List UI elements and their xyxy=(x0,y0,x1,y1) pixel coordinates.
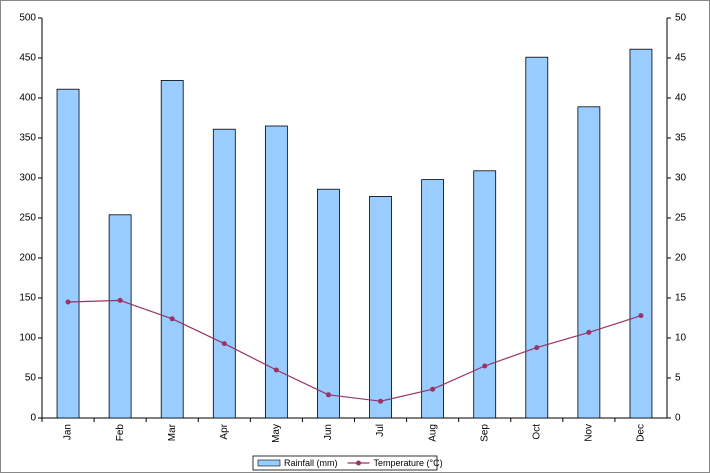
line-marker xyxy=(638,313,644,319)
line-marker xyxy=(586,329,592,335)
y2-tick-label: 15 xyxy=(675,293,687,304)
y-tick-label: 450 xyxy=(19,53,36,64)
x-tick-label: Aug xyxy=(427,424,438,442)
line xyxy=(68,299,642,402)
x-tick-label: Mar xyxy=(167,423,178,441)
x-tick-label: Jan xyxy=(63,424,74,440)
legend-swatch-marker xyxy=(356,460,362,466)
x-tick-label: Dec xyxy=(636,424,647,442)
bar xyxy=(160,80,184,419)
y-tick-label: 150 xyxy=(19,293,36,304)
x-tick-label: Sep xyxy=(479,424,490,442)
y2-tick-label: 40 xyxy=(675,93,687,104)
line-marker xyxy=(117,297,123,303)
y2-tick-label: 35 xyxy=(675,133,687,144)
y2-tick-label: 30 xyxy=(675,173,687,184)
bar xyxy=(56,88,80,419)
legend-swatch xyxy=(257,459,281,467)
line-marker xyxy=(273,367,279,373)
line-marker xyxy=(169,316,175,322)
bar xyxy=(577,106,601,419)
x-tick-label: Feb xyxy=(115,424,126,442)
x-tick-label: May xyxy=(271,424,282,443)
line-marker xyxy=(325,392,331,398)
legend-label: Temperature (°C) xyxy=(374,458,443,468)
bar xyxy=(421,179,445,419)
y2-tick-label: 10 xyxy=(675,333,687,344)
bar xyxy=(473,170,497,419)
bar xyxy=(369,195,392,419)
line-marker xyxy=(430,386,436,392)
y-tick-label: 300 xyxy=(19,173,36,184)
line-marker xyxy=(378,398,384,404)
bar xyxy=(108,214,132,419)
line-marker xyxy=(221,341,227,347)
legend-frame xyxy=(252,455,438,471)
y-tick-label: 0 xyxy=(30,413,36,424)
line-marker xyxy=(65,299,71,305)
x-tick-label: Oct xyxy=(531,424,542,440)
bar xyxy=(264,125,288,419)
line-marker xyxy=(534,345,540,351)
bar xyxy=(317,188,340,419)
x-tick-label: Jul xyxy=(375,424,386,437)
y-tick-label: 250 xyxy=(19,213,36,224)
y-tick-label: 350 xyxy=(19,133,36,144)
y-tick-label: 200 xyxy=(19,253,36,264)
y2-tick-label: 5 xyxy=(675,373,681,384)
y2-tick-label: 25 xyxy=(675,213,687,224)
y2-tick-label: 45 xyxy=(675,53,687,64)
y-tick-label: 100 xyxy=(19,333,36,344)
x-tick-label: Apr xyxy=(219,423,230,439)
y2-tick-label: 20 xyxy=(675,253,687,264)
legend: Rainfall (mm) Temperature (°C) xyxy=(252,455,443,471)
y-tick-label: 50 xyxy=(25,373,37,384)
bar xyxy=(212,128,236,419)
y2-tick-label: 0 xyxy=(675,413,681,424)
line-marker xyxy=(482,363,488,369)
y-tick-label: 500 xyxy=(19,13,36,24)
y2-tick-label: 50 xyxy=(675,13,687,24)
x-tick-label: Jun xyxy=(323,424,334,440)
bar xyxy=(629,48,653,419)
x-tick-label: Nov xyxy=(584,424,595,442)
y-tick-label: 400 xyxy=(19,93,36,104)
bar xyxy=(525,56,549,419)
legend-label: Rainfall (mm) xyxy=(284,458,338,468)
